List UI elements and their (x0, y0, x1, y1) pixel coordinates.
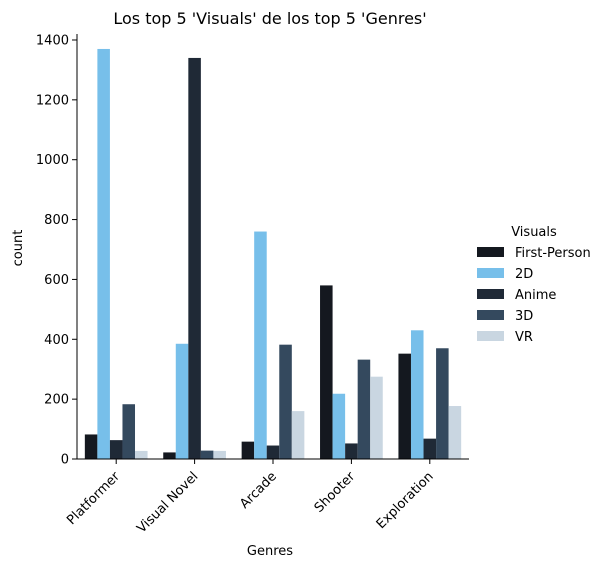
bar-vr-exploration (448, 406, 462, 459)
x-tick-label: Platformer (64, 469, 123, 528)
bar-first-person-visual-novel (163, 452, 176, 459)
x-tick-label: Visual Novel (134, 469, 201, 536)
bar-3d-exploration (436, 348, 449, 459)
bar-3d-arcade (279, 344, 292, 459)
bar-vr-arcade (291, 411, 305, 459)
bar-3d-shooter (357, 359, 371, 459)
bar-anime-platformer (109, 440, 123, 459)
legend: Visuals First-Person 2D Anime 3D VR (477, 225, 591, 345)
bar-first-person-exploration (398, 353, 411, 459)
y-tick-label: 0 (61, 453, 69, 468)
bar-first-person-arcade (241, 441, 255, 459)
legend-swatch (477, 331, 504, 341)
bar-3d-visual-novel (200, 450, 214, 459)
bar-3d-platformer (122, 404, 136, 459)
y-tick-label: 1000 (36, 153, 69, 168)
bar-anime-shooter (345, 443, 358, 459)
legend-label: VR (515, 330, 533, 345)
x-tick-label: Exploration (374, 469, 437, 532)
legend-swatch (477, 247, 504, 257)
bar-2d-shooter (332, 393, 346, 459)
legend-label: 3D (515, 309, 533, 324)
legend-label: 2D (515, 267, 533, 282)
bar-vr-shooter (370, 376, 383, 459)
y-tick-label: 1400 (36, 33, 69, 48)
bars-group (84, 48, 462, 460)
x-axis: Platformer Visual Novel Arcade Shooter Explo… (64, 458, 469, 536)
chart-title: Los top 5 'Visuals' de los top 5 'Genres… (113, 9, 426, 28)
legend-title: Visuals (511, 225, 557, 240)
bar-anime-exploration (423, 438, 437, 459)
bar-2d-platformer (97, 48, 110, 460)
bar-2d-visual-novel (175, 343, 189, 459)
x-tick-label: Arcade (237, 469, 280, 512)
bar-anime-arcade (266, 445, 280, 459)
y-tick-label: 800 (44, 213, 69, 228)
legend-swatch (477, 268, 504, 278)
legend-swatch (477, 310, 504, 320)
bar-first-person-platformer (84, 434, 98, 459)
x-axis-label: Genres (247, 544, 293, 559)
legend-label: Anime (515, 288, 556, 303)
y-axis-label: count (11, 230, 26, 267)
y-tick-label: 1200 (36, 93, 69, 108)
bar-first-person-shooter (320, 285, 333, 459)
bar-vr-platformer (135, 450, 148, 459)
legend-swatch (477, 289, 504, 299)
bar-2d-arcade (254, 231, 267, 459)
legend-label: First-Person (515, 246, 591, 261)
y-axis: 0 200 400 600 800 1000 1200 1400 (36, 33, 78, 468)
bar-2d-exploration (410, 330, 424, 459)
y-tick-label: 200 (44, 393, 69, 408)
bar-anime-visual-novel (188, 57, 201, 459)
y-tick-label: 400 (44, 333, 69, 348)
bar-vr-visual-novel (213, 450, 226, 459)
x-tick-label: Shooter (312, 469, 359, 516)
y-tick-label: 600 (44, 273, 69, 288)
